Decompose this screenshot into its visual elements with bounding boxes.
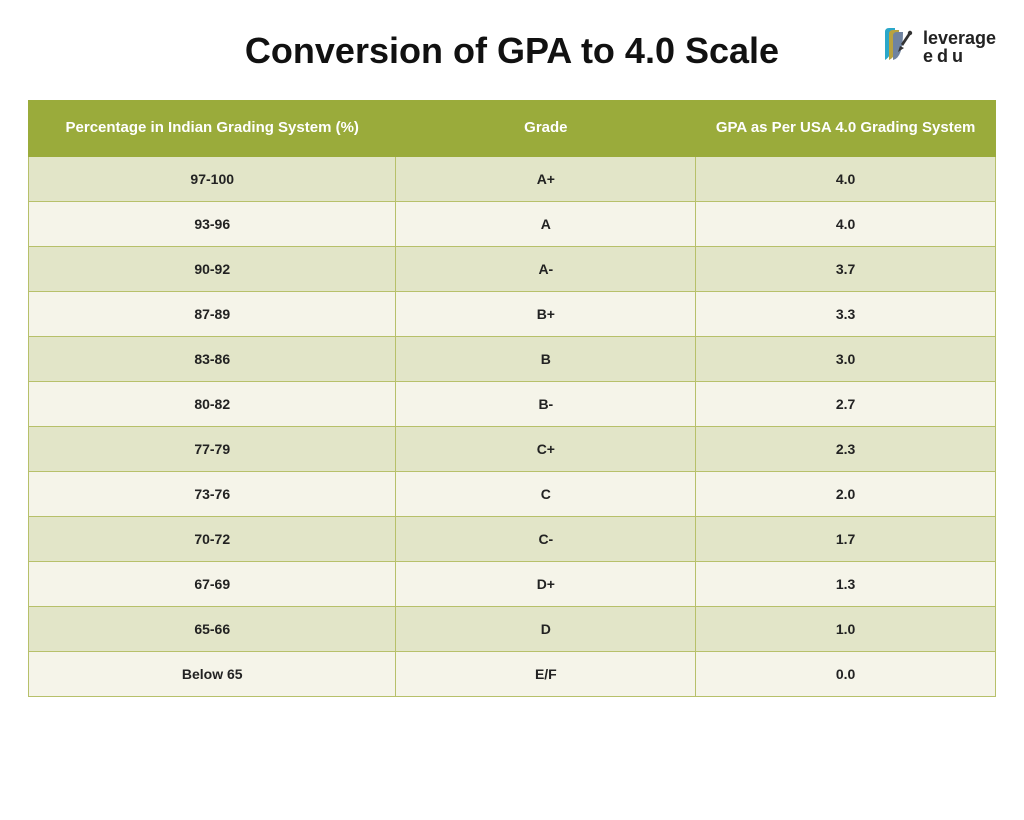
- cell-percentage: 93-96: [29, 201, 396, 246]
- cell-grade: C+: [396, 426, 696, 471]
- table-row: 67-69D+1.3: [29, 561, 996, 606]
- cell-gpa: 2.0: [696, 471, 996, 516]
- cell-gpa: 3.0: [696, 336, 996, 381]
- cell-percentage: 70-72: [29, 516, 396, 561]
- col-header-gpa: GPA as Per USA 4.0 Grading System: [696, 101, 996, 157]
- cell-percentage: 97-100: [29, 156, 396, 201]
- table-header-row: Percentage in Indian Grading System (%) …: [29, 101, 996, 157]
- cell-gpa: 4.0: [696, 156, 996, 201]
- cell-grade: C-: [396, 516, 696, 561]
- col-header-percentage: Percentage in Indian Grading System (%): [29, 101, 396, 157]
- brand-text: leverage edu: [923, 29, 996, 65]
- brand-logo: leverage edu: [881, 24, 996, 69]
- col-header-grade: Grade: [396, 101, 696, 157]
- cell-gpa: 1.0: [696, 606, 996, 651]
- cell-grade: B+: [396, 291, 696, 336]
- cell-grade: C: [396, 471, 696, 516]
- cell-percentage: 73-76: [29, 471, 396, 516]
- cell-gpa: 2.3: [696, 426, 996, 471]
- table-row: 87-89B+3.3: [29, 291, 996, 336]
- cell-percentage: 83-86: [29, 336, 396, 381]
- header-row: Conversion of GPA to 4.0 Scale leverage …: [28, 30, 996, 72]
- cell-percentage: 80-82: [29, 381, 396, 426]
- cell-gpa: 0.0: [696, 651, 996, 696]
- cell-gpa: 2.7: [696, 381, 996, 426]
- cell-grade: A+: [396, 156, 696, 201]
- table-row: 70-72C-1.7: [29, 516, 996, 561]
- cell-grade: D: [396, 606, 696, 651]
- cell-gpa: 4.0: [696, 201, 996, 246]
- cell-grade: B: [396, 336, 696, 381]
- page-title: Conversion of GPA to 4.0 Scale: [245, 30, 779, 72]
- cell-percentage: 90-92: [29, 246, 396, 291]
- table-row: 80-82B-2.7: [29, 381, 996, 426]
- table-row: 65-66D1.0: [29, 606, 996, 651]
- table-row: 73-76C2.0: [29, 471, 996, 516]
- cell-gpa: 1.3: [696, 561, 996, 606]
- cell-grade: D+: [396, 561, 696, 606]
- table-row: 90-92A-3.7: [29, 246, 996, 291]
- cell-grade: A: [396, 201, 696, 246]
- table-row: 97-100A+4.0: [29, 156, 996, 201]
- cell-percentage: Below 65: [29, 651, 396, 696]
- cell-grade: E/F: [396, 651, 696, 696]
- cell-gpa: 3.3: [696, 291, 996, 336]
- table-row: 83-86B3.0: [29, 336, 996, 381]
- brand-line2: edu: [923, 47, 996, 65]
- cell-percentage: 87-89: [29, 291, 396, 336]
- cell-gpa: 3.7: [696, 246, 996, 291]
- cell-grade: B-: [396, 381, 696, 426]
- cell-percentage: 67-69: [29, 561, 396, 606]
- book-rocket-icon: [881, 24, 917, 69]
- gpa-conversion-table: Percentage in Indian Grading System (%) …: [28, 100, 996, 697]
- table-row: Below 65E/F0.0: [29, 651, 996, 696]
- cell-grade: A-: [396, 246, 696, 291]
- cell-percentage: 65-66: [29, 606, 396, 651]
- cell-gpa: 1.7: [696, 516, 996, 561]
- table-row: 93-96A4.0: [29, 201, 996, 246]
- table-row: 77-79C+2.3: [29, 426, 996, 471]
- cell-percentage: 77-79: [29, 426, 396, 471]
- brand-line1: leverage: [923, 29, 996, 47]
